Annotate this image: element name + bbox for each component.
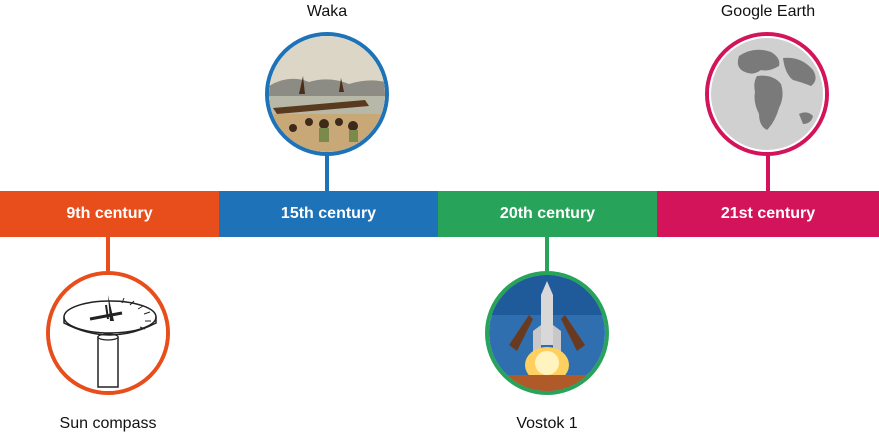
caption-google-earth: Google Earth [720,3,816,20]
waka-painting-icon [265,32,389,156]
caption-waka: Waka [306,3,348,20]
segment-label: 9th century [66,205,153,222]
segment-9th-century: 9th century [0,191,219,237]
segment-label: 21st century [720,205,816,222]
globe-icon [705,32,829,156]
segment-15th-century: 15th century [219,191,438,237]
connector-sun-compass [106,237,110,271]
segment-20th-century: 20th century [438,191,657,237]
connector-vostok [545,237,549,271]
segment-21st-century: 21st century [657,191,879,237]
caption-vostok: Vostok 1 [516,415,578,432]
connector-waka [325,154,329,191]
connector-google-earth [766,154,770,191]
rocket-launch-icon [485,271,609,395]
segment-label: 15th century [280,205,377,222]
caption-sun-compass: Sun compass [59,415,157,432]
segment-label: 20th century [499,205,596,222]
sun-compass-icon [46,271,170,395]
